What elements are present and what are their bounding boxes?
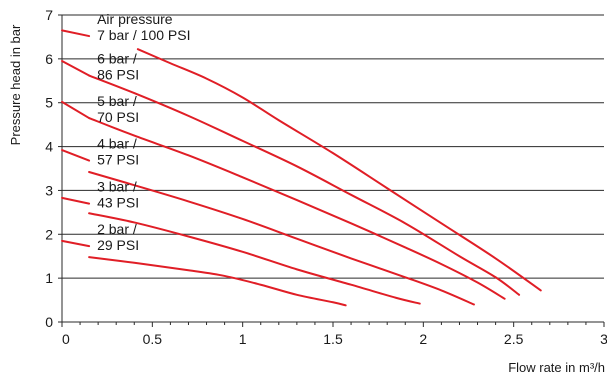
series-1-label-line-0: 6 bar / <box>97 51 137 67</box>
series-5-label-line-1: 29 PSI <box>97 237 139 253</box>
series-5-label-line-0: 2 bar / <box>97 221 137 237</box>
series-4-label-line-0: 3 bar / <box>97 179 137 195</box>
series-0-curve <box>136 48 542 292</box>
series-labels: Air pressure 7 bar / 100 PSI 6 bar /86 PSI… <box>97 11 190 253</box>
series-4-lead-line <box>61 196 91 205</box>
x-tick-label-3: 1.5 <box>323 331 343 347</box>
series-5-curve <box>88 256 347 307</box>
x-tick-label-1: 0.5 <box>143 331 163 347</box>
series-1-curve <box>88 74 521 296</box>
series-5-label: 2 bar /29 PSI <box>97 221 139 253</box>
series-3-label-line-1: 57 PSI <box>97 152 139 168</box>
y-axis-title: Pressure head in bar <box>8 24 23 145</box>
y-tick-label-7: 7 <box>45 7 53 23</box>
y-tick-label-4: 4 <box>45 139 53 155</box>
series-3-label: 4 bar /57 PSI <box>97 136 139 168</box>
x-tick-label-4: 2 <box>419 331 427 347</box>
series-2-label-line-0: 5 bar / <box>97 93 137 109</box>
series-5-lead-line <box>61 239 91 248</box>
y-tick-label-3: 3 <box>45 182 53 198</box>
series-3-curve <box>88 171 475 306</box>
x-axis-title: Flow rate in m³/h <box>508 360 605 375</box>
series-1-lead-line <box>61 60 91 77</box>
series-2-curve <box>88 117 506 300</box>
series-1-label: 6 bar /86 PSI <box>97 51 139 83</box>
grid-lines <box>62 14 604 279</box>
y-tick-label-5: 5 <box>45 95 53 111</box>
series-curves <box>61 29 542 307</box>
y-tick-label-2: 2 <box>45 226 53 242</box>
series-1-label-line-1: 86 PSI <box>97 67 139 83</box>
series-2-lead-line <box>61 100 91 120</box>
y-tick-label-0: 0 <box>45 314 53 330</box>
series-2-label-line-1: 70 PSI <box>97 109 139 125</box>
series-4-label: 3 bar /43 PSI <box>97 179 139 211</box>
x-tick-label-5: 2.5 <box>504 331 524 347</box>
series-0-label: Air pressure 7 bar / 100 PSI <box>97 11 190 43</box>
series-3-lead-line <box>61 149 91 162</box>
axes: 0 1 2 3 4 5 6 7 0 0.5 1 1.5 2 2.5 3 <box>45 7 607 347</box>
series-0-label-line-0: Air pressure <box>97 11 173 27</box>
series-4-label-line-1: 43 PSI <box>97 195 139 211</box>
y-tick-label-6: 6 <box>45 51 53 67</box>
y-tick-label-1: 1 <box>45 270 53 286</box>
x-tick-label-2: 1 <box>239 331 247 347</box>
x-tick-label-0: 0 <box>62 331 70 347</box>
series-4-curve <box>88 212 421 305</box>
series-3-label-line-0: 4 bar / <box>97 136 137 152</box>
series-0-label-line-1: 7 bar / 100 PSI <box>97 27 190 43</box>
x-tick-label-6: 3 <box>600 331 607 347</box>
series-2-label: 5 bar /70 PSI <box>97 93 139 125</box>
series-0-lead-line <box>61 29 91 38</box>
